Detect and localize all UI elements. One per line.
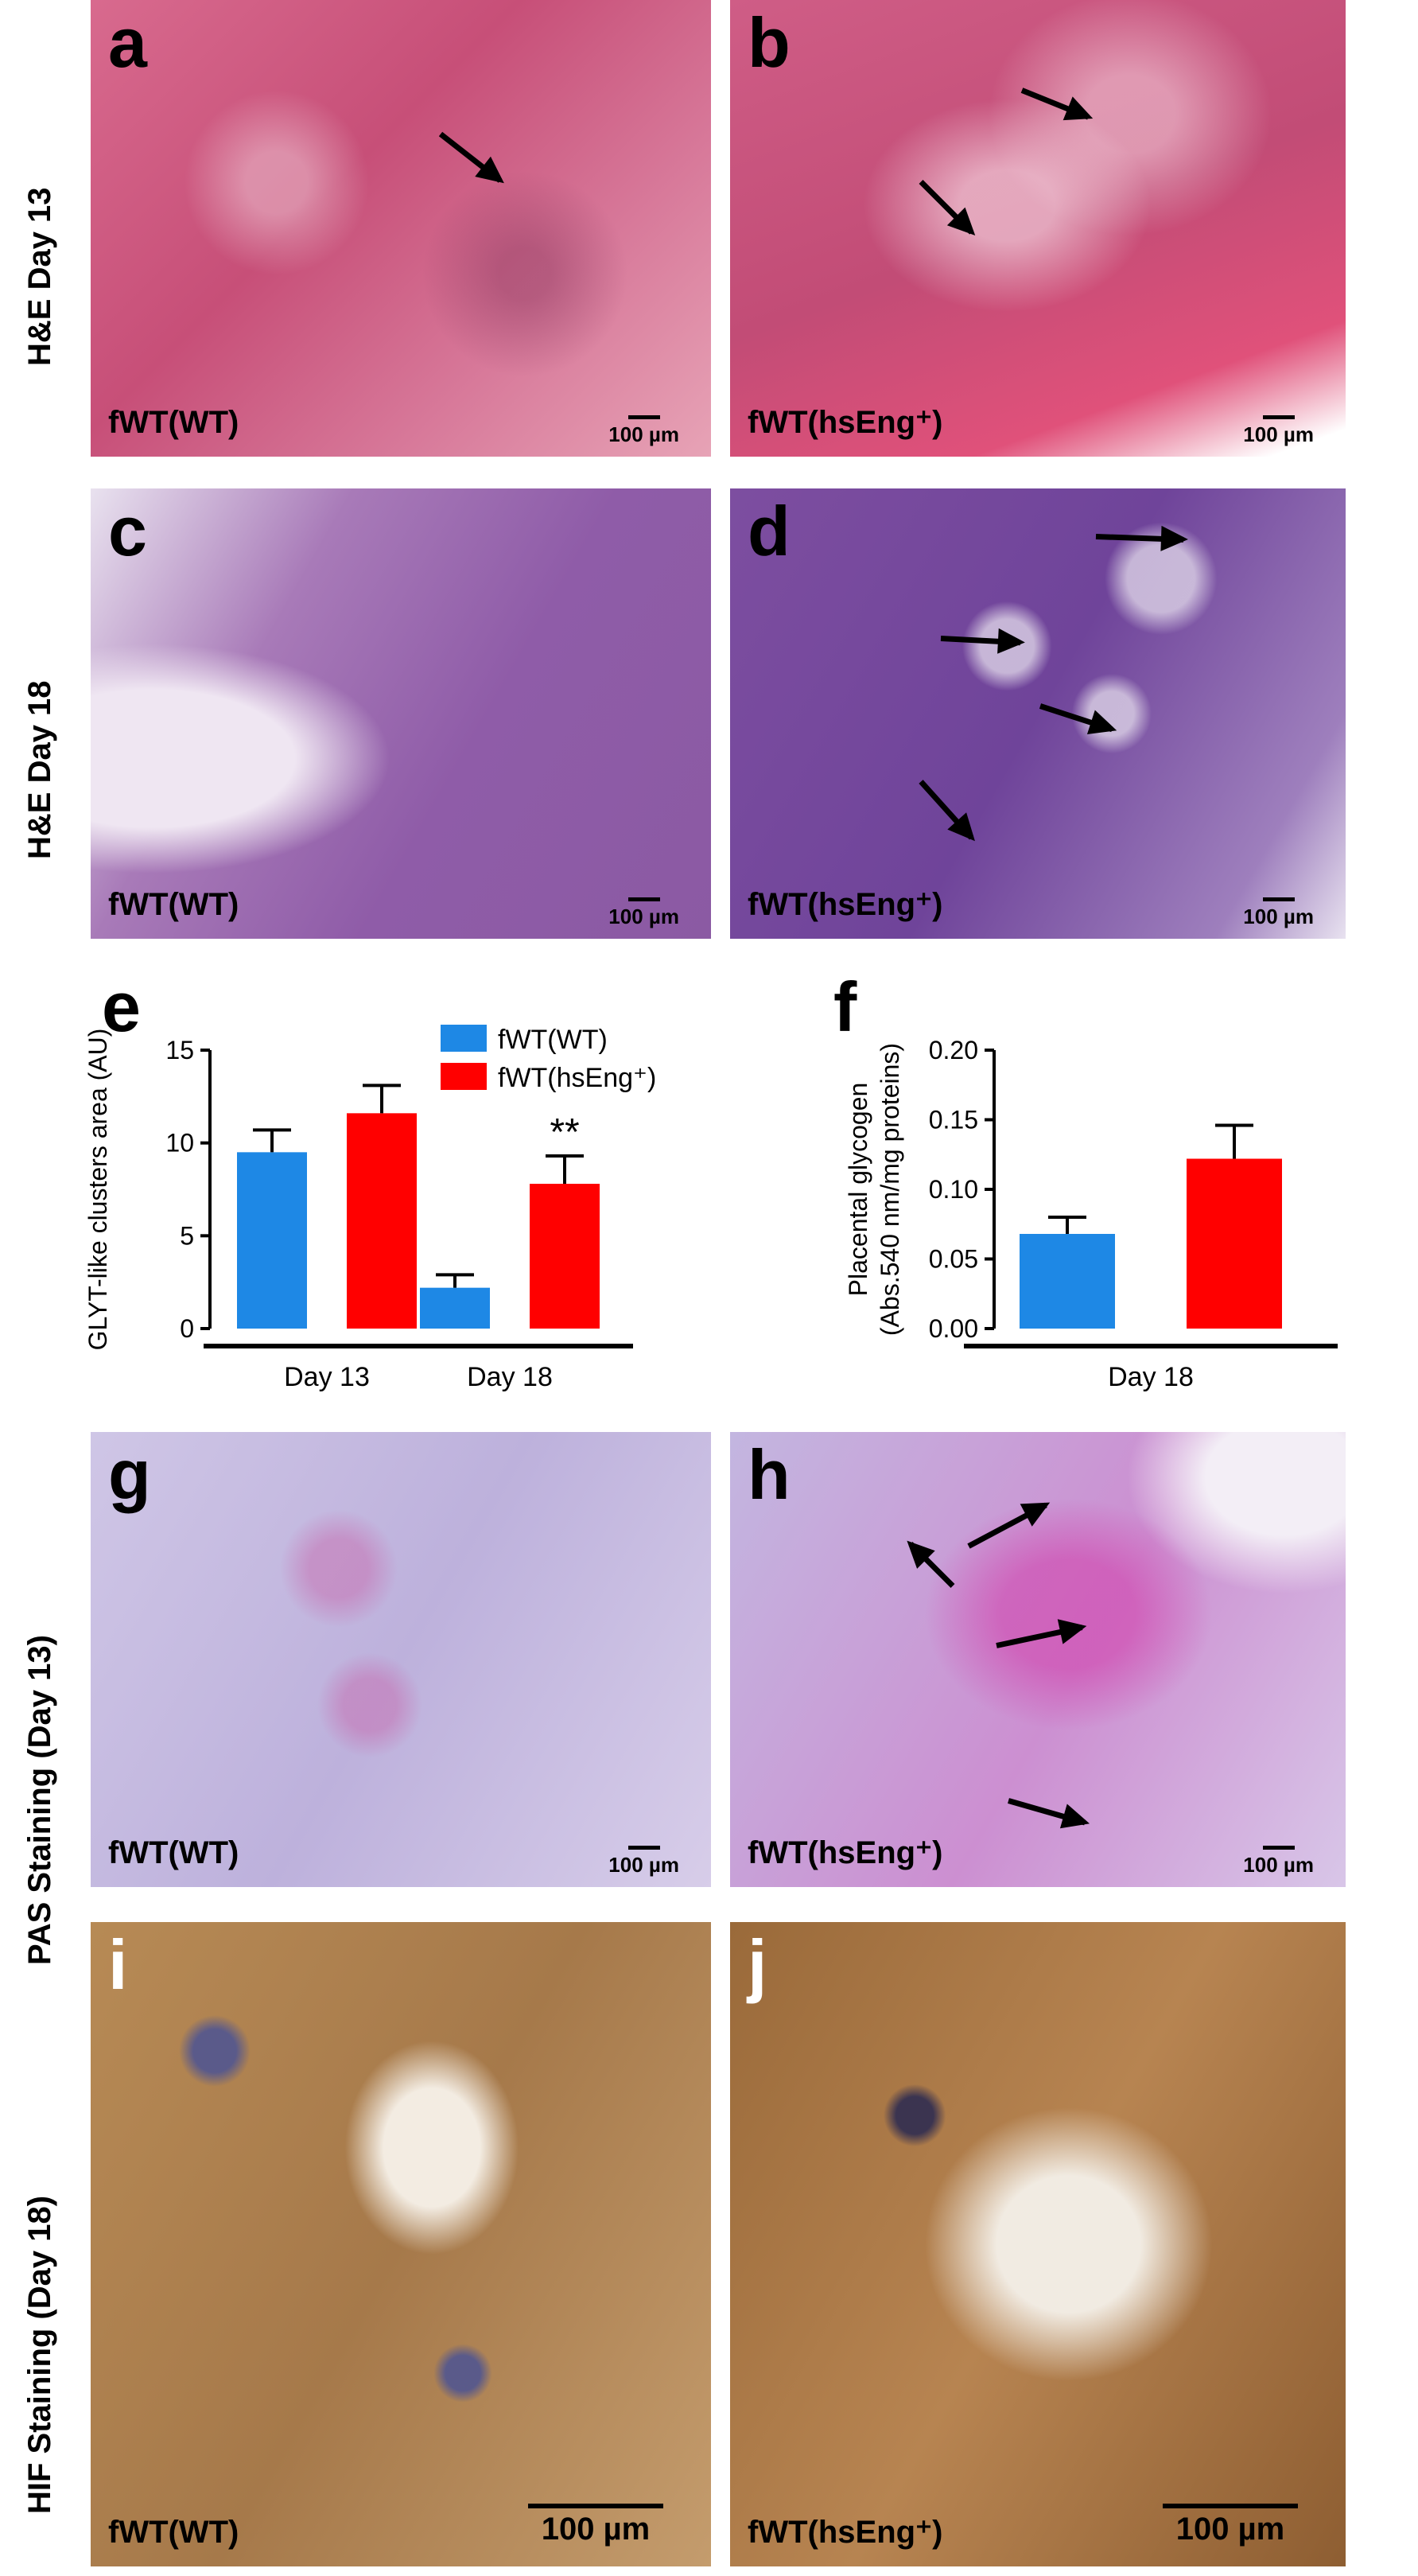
group-label: Day 18 [1108, 1362, 1194, 1392]
chart-e: 0 5 10 15 GLYT-like clusters area (AU) Day 13… [84, 1025, 656, 1392]
scale-bar-label: 100 µm [608, 1853, 679, 1877]
group-label: Day 13 [284, 1362, 370, 1392]
panel-letter-a: a [108, 3, 147, 82]
genotype-label: fWT(hsEng⁺) [748, 405, 943, 440]
row-label-he-day13: H&E Day 13 [22, 187, 57, 366]
scale-bar: 100 µm [1243, 1846, 1314, 1878]
panel-letter-h: h [748, 1435, 791, 1514]
arrow-icon [1039, 703, 1113, 733]
arrow-icon [996, 1625, 1083, 1648]
micrograph-panel-i: i fWT(WT) 100 µm [91, 1922, 711, 2566]
y-tick-label: 0.05 [929, 1245, 978, 1274]
legend-swatch [441, 1025, 487, 1052]
arrow-icon [908, 1541, 955, 1588]
bar [1020, 1234, 1115, 1329]
panel-letter-j: j [748, 1925, 767, 2004]
panel-letter-c: c [108, 492, 147, 570]
y-axis-label: (Abs.540 nm/mg proteins) [876, 1043, 904, 1336]
genotype-label: fWT(WT) [108, 1835, 239, 1870]
group-label: Day 18 [467, 1362, 553, 1392]
micrograph-panel-j: j fWT(hsEng⁺) 100 µm [730, 1922, 1346, 2566]
panel-letter-b: b [748, 3, 791, 82]
arrow-icon [919, 180, 974, 235]
y-tick-label: 0.10 [929, 1175, 978, 1204]
arrow-icon [1008, 1798, 1086, 1826]
y-axis-label: Placental glycogen [844, 1083, 872, 1297]
y-tick-label: 15 [165, 1036, 194, 1064]
scale-bar: 100 µm [1243, 415, 1314, 447]
chart-f: 0.00 0.05 0.10 0.15 0.20 Placental glycogen (A… [844, 1036, 1338, 1392]
micrograph-panel-d: d fWT(hsEng⁺) 100 µm [730, 488, 1346, 939]
panel-letter-i: i [108, 1925, 128, 2004]
scale-bar-label: 100 µm [608, 905, 679, 928]
y-tick-label: 0 [180, 1314, 194, 1343]
row-label-he-day18: H&E Day 18 [22, 680, 57, 859]
y-tick-label: 5 [180, 1221, 194, 1250]
arrow-icon [1020, 88, 1090, 120]
y-axis-label: GLYT-like clusters area (AU) [84, 1029, 112, 1351]
micrograph-panel-b: b fWT(hsEng⁺) 100 µm [730, 0, 1346, 457]
scale-bar-label: 100 µm [608, 422, 679, 446]
row-label-pas-day13: PAS Staining (Day 13) [22, 1635, 57, 1965]
scale-bar: 100 µm [608, 897, 679, 929]
arrow-icon [919, 780, 974, 840]
bar [347, 1113, 417, 1329]
genotype-label: fWT(hsEng⁺) [748, 2515, 943, 2550]
arrow-icon [1095, 534, 1184, 543]
bar [530, 1184, 600, 1329]
legend-label: fWT(hsEng⁺) [498, 1063, 656, 1093]
scale-bar-label: 100 µm [1175, 2512, 1285, 2547]
micrograph-panel-c: c fWT(WT) 100 µm [91, 488, 711, 939]
y-tick-label: 0.15 [929, 1106, 978, 1134]
arrow-icon [967, 1502, 1047, 1549]
y-tick-label: 0.20 [929, 1036, 978, 1064]
scale-bar: 100 µm [608, 1846, 679, 1878]
legend-label: fWT(WT) [498, 1025, 608, 1055]
panel-letter-d: d [748, 492, 791, 570]
scale-bar-label: 100 µm [1243, 905, 1314, 928]
y-tick-label: 10 [165, 1129, 194, 1158]
legend-swatch [441, 1063, 487, 1090]
bar [420, 1287, 490, 1329]
scale-bar: 100 µm [528, 2504, 663, 2547]
panel-letter-g: g [108, 1435, 151, 1514]
arrow-icon [438, 131, 503, 183]
panel-letter-e: e [102, 967, 141, 1046]
scale-bar-label: 100 µm [1243, 1853, 1314, 1877]
genotype-label: fWT(WT) [108, 405, 239, 440]
row-label-hif-day18: HIF Staining (Day 18) [22, 2195, 57, 2514]
genotype-label: fWT(WT) [108, 2515, 239, 2550]
significance-label: ** [550, 1111, 579, 1154]
scale-bar: 100 µm [1243, 897, 1314, 929]
scale-bar: 100 µm [1163, 2504, 1298, 2547]
micrograph-panel-a: a fWT(WT) 100 µm [91, 0, 711, 457]
scale-bar-label: 100 µm [1243, 422, 1314, 446]
arrow-icon [940, 636, 1021, 646]
scale-bar: 100 µm [608, 415, 679, 447]
y-tick-label: 0.00 [929, 1314, 978, 1343]
genotype-label: fWT(hsEng⁺) [748, 1835, 943, 1870]
panel-letter-f: f [833, 967, 857, 1046]
bar [237, 1152, 307, 1329]
micrograph-panel-g: g fWT(WT) 100 µm [91, 1432, 711, 1887]
scale-bar-label: 100 µm [541, 2512, 651, 2547]
genotype-label: fWT(WT) [108, 887, 239, 922]
genotype-label: fWT(hsEng⁺) [748, 887, 943, 922]
micrograph-panel-h: h fWT(hsEng⁺) 100 µm [730, 1432, 1346, 1887]
bar [1187, 1158, 1282, 1329]
